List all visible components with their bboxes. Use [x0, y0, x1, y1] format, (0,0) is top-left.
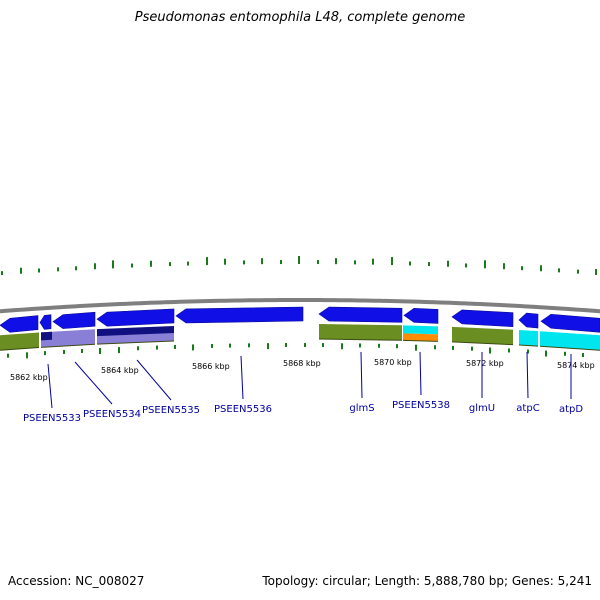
cds-arrow	[96, 308, 175, 327]
gene-pointer-line	[47, 363, 53, 409]
ruler-tick-label: 5868 kbp	[283, 359, 321, 368]
gene-block-edge	[96, 340, 175, 345]
gene-block	[540, 331, 600, 351]
gene-pointer-line	[240, 355, 244, 400]
gene-block	[41, 329, 95, 348]
cds-arrow	[52, 311, 96, 329]
gene-block	[519, 330, 538, 347]
cds-arrow	[540, 313, 600, 333]
gc-skew-ticks	[1, 256, 597, 276]
gene-label[interactable]: PSEEN5534	[83, 409, 141, 420]
ruler-tick-label: 5872 kbp	[466, 359, 504, 368]
gene-block-edge	[539, 345, 600, 351]
cds-arrow	[451, 309, 514, 327]
gene-label[interactable]: PSEEN5535	[142, 405, 200, 416]
gene-pointer-line	[136, 359, 172, 401]
genome-summary: Topology: circular; Length: 5,888,780 bp…	[262, 574, 592, 588]
gene-label-pointers	[47, 351, 572, 409]
gene-block	[0, 332, 39, 351]
gene-label[interactable]: glmU	[469, 403, 495, 414]
gene-label[interactable]: PSEEN5536	[214, 404, 272, 415]
gene-pointer-line	[419, 351, 422, 396]
cds-arrow	[518, 312, 539, 329]
genome-backbone	[0, 298, 600, 314]
gene-pointer-line	[74, 361, 113, 405]
gene-pointer-line	[526, 351, 529, 399]
gene-block-edge	[518, 344, 539, 347]
ruler-tick-label: 5862 kbp	[10, 373, 48, 382]
gene-label[interactable]: PSEEN5538	[392, 400, 450, 411]
cds-arrow	[403, 308, 439, 324]
ruler: 5862 kbp 5864 kbp 5866 kbp 5868 kbp 5870…	[10, 358, 595, 382]
gene-block	[319, 324, 402, 341]
gene-block-edge	[318, 338, 403, 341]
ruler-tick-label: 5864 kbp	[101, 366, 139, 375]
accession-label: Accession: NC_008027	[8, 574, 145, 588]
gene-block-stripe	[41, 331, 52, 341]
gene-label[interactable]: PSEEN5533	[23, 413, 81, 424]
map-title: Pseudomonas entomophila L48, complete ge…	[134, 10, 466, 25]
gene-pointer-line	[360, 351, 363, 399]
gene-block-edge	[451, 341, 514, 346]
gene-labels: PSEEN5533 PSEEN5534 PSEEN5535 PSEEN5536 …	[23, 400, 583, 424]
cds-arrow	[318, 306, 403, 323]
ruler-tick-label: 5866 kbp	[192, 362, 230, 371]
cds-track	[0, 306, 600, 333]
gc-content-ticks	[7, 343, 584, 359]
gene-block	[403, 333, 438, 342]
gene-label[interactable]: atpC	[516, 403, 539, 414]
gene-label[interactable]: glmS	[349, 403, 374, 414]
cds-arrow	[0, 315, 39, 333]
cds-arrow	[175, 306, 304, 324]
gene-track	[0, 324, 600, 351]
gene-block-edge	[40, 343, 96, 348]
gene-block	[452, 326, 513, 345]
gene-block-edge	[402, 339, 439, 342]
ruler-tick-label: 5874 kbp	[557, 361, 595, 370]
gene-block	[403, 325, 438, 335]
gene-block-stripe	[97, 325, 174, 337]
cds-arrow	[39, 314, 52, 330]
gene-label[interactable]: atpD	[559, 404, 583, 415]
ruler-tick-label: 5870 kbp	[374, 358, 412, 367]
gene-block-edge	[0, 347, 40, 351]
